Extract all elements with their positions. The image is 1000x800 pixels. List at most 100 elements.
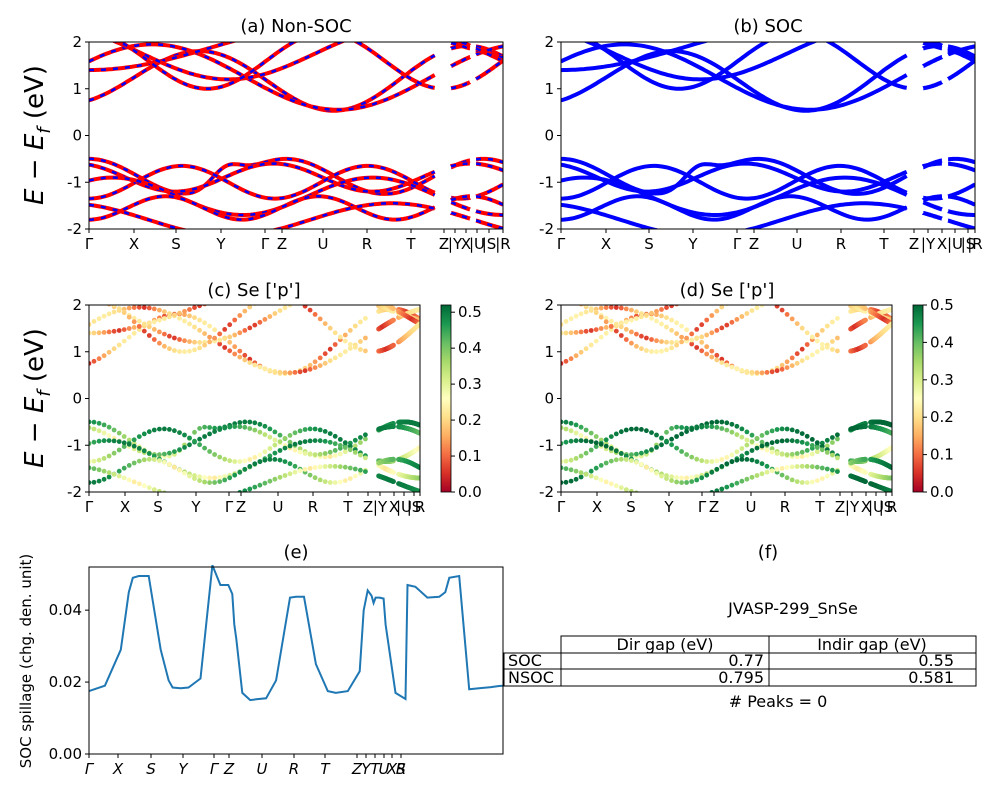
projected-point [222, 327, 228, 332]
projected-point [649, 467, 654, 473]
projected-point [121, 434, 127, 439]
projected-point [674, 434, 679, 439]
projected-point [322, 351, 328, 357]
projected-point [613, 321, 619, 327]
projected-point [146, 451, 152, 456]
projected-point [679, 334, 684, 340]
projected-point [850, 299, 855, 304]
projected-point [654, 470, 659, 476]
projected-point [292, 430, 298, 436]
projected-point [257, 319, 263, 325]
projected-point [759, 439, 765, 445]
projected-point [307, 451, 313, 457]
projected-point [714, 357, 720, 363]
projected-point [379, 300, 384, 305]
projected-point [89, 330, 92, 336]
projected-point [583, 427, 589, 433]
projected-point [207, 449, 213, 454]
projected-point [212, 475, 218, 481]
projected-point [669, 345, 674, 351]
projected-point [689, 454, 695, 460]
projected-point [222, 345, 228, 350]
x-tick-label: T [814, 498, 825, 516]
projected-point [578, 305, 584, 307]
projected-point [759, 370, 765, 376]
projected-point [192, 438, 197, 444]
projected-point [106, 305, 112, 307]
projected-point [603, 319, 609, 325]
projected-point [889, 445, 892, 450]
projected-point [764, 463, 770, 469]
projected-point [799, 325, 805, 331]
projected-point [358, 339, 363, 344]
projected-point [669, 305, 674, 309]
projected-point [563, 426, 569, 432]
projected-point [182, 349, 187, 355]
projected-point [381, 305, 383, 306]
projected-point [217, 427, 223, 432]
band-line-soc-overlay [475, 210, 503, 217]
projected-point [850, 300, 855, 305]
projected-point [358, 467, 363, 473]
x-tick-label: X [112, 760, 124, 778]
projected-point [277, 308, 283, 313]
colorbar-tick-label: 0.0 [458, 483, 482, 501]
projected-point [131, 319, 137, 325]
projected-point [267, 478, 273, 484]
projected-point [561, 465, 564, 471]
projected-point [157, 488, 162, 492]
band-line-soc [922, 200, 943, 212]
projected-point [784, 426, 790, 432]
panel-b-y-ticks: -2 -1 0 1 2 [539, 33, 561, 238]
x-tick-label: U [318, 235, 329, 253]
colorbar-tick-label: 0.3 [458, 375, 482, 393]
projected-point [106, 474, 112, 480]
x-tick-label: R [780, 498, 790, 516]
projected-point [734, 457, 740, 463]
projected-point [363, 436, 368, 442]
projected-point [121, 444, 127, 449]
projected-point [830, 339, 835, 344]
projected-point [568, 428, 574, 434]
projected-point [754, 459, 760, 464]
projected-point [794, 464, 800, 469]
band-line-soc-overlay [476, 195, 503, 206]
projected-point [391, 470, 396, 475]
projected-point [669, 317, 674, 323]
projected-point [739, 314, 745, 319]
projected-point [192, 339, 197, 345]
projected-point [629, 488, 634, 492]
band-line-soc [947, 46, 975, 63]
x-tick-label: |Y [373, 498, 388, 516]
projected-point [774, 451, 780, 456]
projected-point [699, 334, 705, 340]
projected-point [764, 430, 770, 436]
projected-point [192, 429, 197, 435]
band-line-soc [927, 42, 944, 48]
projected-point [282, 445, 288, 451]
projected-point [167, 427, 172, 432]
projected-point [151, 457, 157, 462]
projected-point [177, 337, 182, 342]
projected-point [121, 338, 127, 344]
projected-point [563, 479, 569, 485]
projected-point [342, 449, 348, 455]
projected-point [141, 457, 147, 463]
projected-point [830, 440, 835, 445]
projected-point [222, 336, 228, 341]
projected-point [352, 437, 358, 443]
panel-a-x-ticks: Γ X S Y Γ Z U R T Z|YX|U|S|R [85, 229, 511, 253]
projected-point [561, 459, 564, 464]
projected-point [744, 369, 750, 374]
projected-point [719, 486, 725, 492]
projected-point [679, 480, 684, 485]
projected-point [146, 324, 152, 330]
projected-point [162, 490, 167, 492]
projected-point [623, 319, 629, 325]
x-tick-label: S [146, 760, 156, 778]
projected-point [317, 427, 323, 433]
projected-point [794, 429, 800, 434]
projected-point [759, 443, 765, 449]
projected-point [699, 424, 705, 430]
